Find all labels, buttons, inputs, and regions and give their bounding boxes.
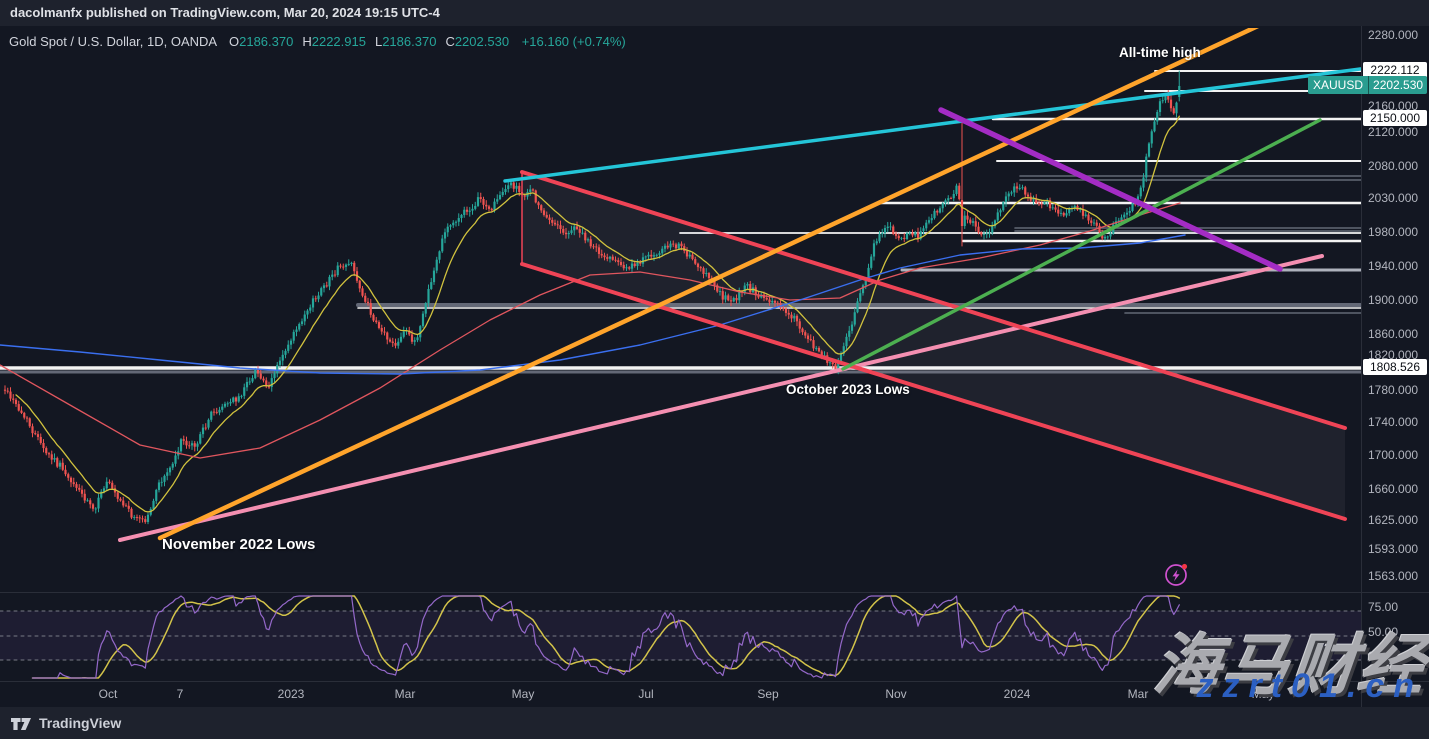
time-label: Jul [638,687,654,701]
attribution-text: dacolmanfx published on TradingView.com,… [10,5,440,20]
time-label: Oct [98,687,118,701]
time-label: Sep [757,687,779,701]
price-label: 1593.000 [1368,542,1419,556]
symbol-badge-price: 2202.530 [1369,76,1427,94]
tradingview-logo-icon[interactable] [10,716,32,731]
ohlc-key: L [374,34,383,49]
ohlc-key: O [228,34,240,49]
annotation-october-2023-lows: October 2023 Lows [786,382,910,397]
price-label: 1860.000 [1368,327,1419,341]
time-label: May [1251,687,1275,701]
price-scale[interactable]: 2280.000 2160.000 2120.000 2080.000 2030.000… [1362,26,1429,707]
attribution-bar: dacolmanfx published on TradingView.com,… [0,0,1429,26]
price-label: 2160.000 [1368,99,1419,113]
price-label: 2080.000 [1368,159,1419,173]
price-label: 2030.000 [1368,191,1419,205]
annotation-all-time-high: All-time high [1119,45,1201,60]
time-label: Mar [394,687,416,701]
tradingview-brand-text[interactable]: TradingView [39,715,122,731]
price-level-badge: 1808.526 [1363,359,1427,375]
annotation-november-2022-lows: November 2022 Lows [162,536,316,553]
candlestick-chart-canvas[interactable] [0,26,1429,707]
price-label: 1980.000 [1368,225,1419,239]
symbol-legend[interactable]: Gold Spot / U.S. Dollar, 1D, OANDA O2186… [9,34,626,49]
symbol-price-badge: XAUUSD 2202.530 [1308,76,1427,94]
ohlc-value: 2186.370 [382,34,437,49]
price-level-badge: 2222.112 [1363,62,1427,78]
price-label: 25.00 [1368,649,1399,663]
reactions-flash-icon[interactable] [1163,560,1191,588]
price-label: 75.00 [1368,600,1399,614]
symbol-title: Gold Spot / U.S. Dollar, 1D, OANDA [9,34,217,49]
time-axis-separator [0,681,1429,682]
time-label: Nov [885,687,907,701]
time-label: May [511,687,535,701]
ohlc-value: 2186.370 [239,34,294,49]
price-label: 1625.000 [1368,513,1419,527]
price-label: 1563.000 [1368,569,1419,583]
chart-area[interactable]: Gold Spot / U.S. Dollar, 1D, OANDA O2186… [0,26,1429,707]
price-level-badge: 2150.000 [1363,110,1427,126]
price-label: 1740.000 [1368,415,1419,429]
symbol-badge-label: XAUUSD [1308,76,1370,94]
time-label: 2023 [277,687,305,701]
change-value: +16.160 (+0.74%) [521,34,626,49]
price-axis-separator [1361,26,1362,707]
price-label: 2280.000 [1368,28,1419,42]
ohlc-value: 2202.530 [454,34,510,49]
price-label: 1820.000 [1368,348,1419,362]
watermark-url: zzrt01.cn [1196,667,1423,705]
price-label: 1940.000 [1368,259,1419,273]
pane-separator[interactable] [0,592,1429,593]
time-label: Mar [1127,687,1149,701]
price-label: 1660.000 [1368,482,1419,496]
ohlc-value: 2222.915 [311,34,366,49]
price-label: 1700.000 [1368,448,1419,462]
time-label: 2024 [1003,687,1031,701]
price-label: 1900.000 [1368,293,1419,307]
ohlc-key: C [445,34,455,49]
price-label: 2120.000 [1368,125,1419,139]
ohlc-key: H [302,34,312,49]
price-label: 1780.000 [1368,383,1419,397]
time-scale[interactable]: Oct 7 2023 Mar May Jul Sep Nov 2024 Mar May [0,682,1361,707]
footer-bar: TradingView [0,707,1429,739]
price-label: 50.00 [1368,625,1399,639]
time-label: 7 [176,687,184,701]
ohlc-values: O2186.370 H2222.915 L2186.370 C2202.530 [220,34,509,49]
